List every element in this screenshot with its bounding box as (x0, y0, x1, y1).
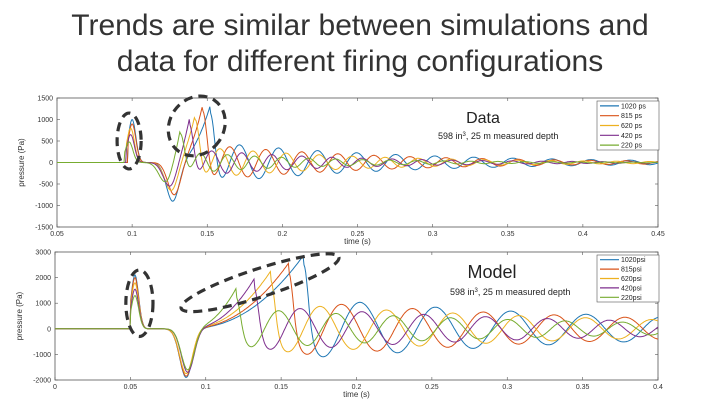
y-tick-label: 1000 (37, 117, 53, 124)
panel-annotation: 598 in3, 25 m measured depth (438, 131, 558, 141)
series-group (55, 254, 658, 378)
x-tick-label: 0.2 (352, 384, 362, 391)
legend-entry: 1020psi (621, 257, 646, 264)
y-tick-label: -1000 (33, 352, 51, 359)
x-tick-label: 0.45 (651, 231, 665, 238)
legend-entry: 220 ps (621, 143, 643, 150)
x-tick-label: 0.15 (274, 384, 288, 391)
legend-entry: 815 ps (621, 113, 643, 120)
legend-entry: 620 ps (621, 123, 643, 130)
highlight-ellipse (124, 268, 155, 339)
y-tick-label: -1500 (35, 225, 53, 232)
slide-title-line-2: data for different firing configurations (116, 45, 604, 78)
series-line-220psi (55, 286, 658, 371)
x-tick-label: 0.4 (653, 384, 663, 391)
y-tick-label: -1000 (35, 203, 53, 210)
x-tick-label: 0.15 (200, 231, 214, 238)
legend-entry: 620psi (621, 276, 642, 283)
y-tick-label: 500 (41, 139, 53, 146)
legend-entry: 420psi (621, 285, 642, 292)
y-tick-label: 1500 (37, 96, 53, 103)
x-tick-label: 0.25 (351, 231, 365, 238)
x-tick-label: 0.35 (576, 384, 590, 391)
x-axis-label: time (s) (343, 390, 370, 399)
x-tick-label: 0.1 (201, 384, 211, 391)
legend-entry: 420 ps (621, 133, 643, 140)
y-tick-label: -500 (39, 182, 53, 189)
legend: 1020 ps 815 ps 620 ps 420 ps 220 ps (596, 100, 660, 151)
x-tick-label: 0.05 (50, 231, 64, 238)
x-tick-label: 0.3 (428, 231, 438, 238)
panel-title: Data (466, 110, 500, 127)
x-axis-label: time (s) (344, 237, 371, 246)
data-panel: 0.05 0.1 0.15 0.2 0.25 0.3 0.35 0.4 0.45 -1500 -10… (17, 94, 665, 246)
legend-entry: 815psi (621, 267, 642, 274)
legend-box (596, 254, 660, 303)
series-line-420ps (57, 119, 658, 187)
x-tick-label: 0.35 (501, 231, 515, 238)
series-line-815ps (57, 107, 658, 196)
y-tick-label: 0 (47, 326, 51, 333)
y-tick-label: 3000 (35, 250, 51, 257)
x-tick-label: 0.25 (425, 384, 439, 391)
highlight-ellipse (166, 94, 227, 158)
x-tick-label: 0.3 (502, 384, 512, 391)
series-group (57, 106, 658, 202)
y-tick-label: 2000 (35, 275, 51, 282)
y-axis-label: pressure (Pa) (17, 138, 26, 187)
highlight-ellipse (115, 111, 143, 171)
legend-entry: 1020 ps (621, 103, 646, 110)
x-tick-label: 0.4 (578, 231, 588, 238)
panel-title: Model (467, 262, 516, 282)
y-tick-label: 1000 (35, 301, 51, 308)
highlight-ellipse (179, 252, 341, 314)
series-line-220ps (57, 130, 658, 183)
x-tick-label: 0.2 (278, 231, 288, 238)
model-panel: 0 0.05 0.1 0.15 0.2 0.25 0.3 0.35 0.4 -2000 -1000 0… (15, 250, 663, 400)
panel-annotation: 598 in3, 25 m measured depth (450, 287, 570, 297)
y-tick-label: -2000 (33, 378, 51, 385)
slide-title-line-1: Trends are similar between simulations a… (71, 9, 649, 42)
x-tick-label: 0.1 (127, 231, 137, 238)
x-tick-label: 0 (53, 384, 57, 391)
y-axis-label: pressure (Pa) (15, 291, 24, 340)
legend: 1020psi 815psi 620psi 420psi 220psi (596, 254, 660, 303)
x-tick-label: 0.05 (124, 384, 138, 391)
y-tick-label: 0 (49, 160, 53, 167)
legend-entry: 220psi (621, 295, 642, 302)
slide-title: Trends are similar between simulations a… (0, 8, 720, 80)
